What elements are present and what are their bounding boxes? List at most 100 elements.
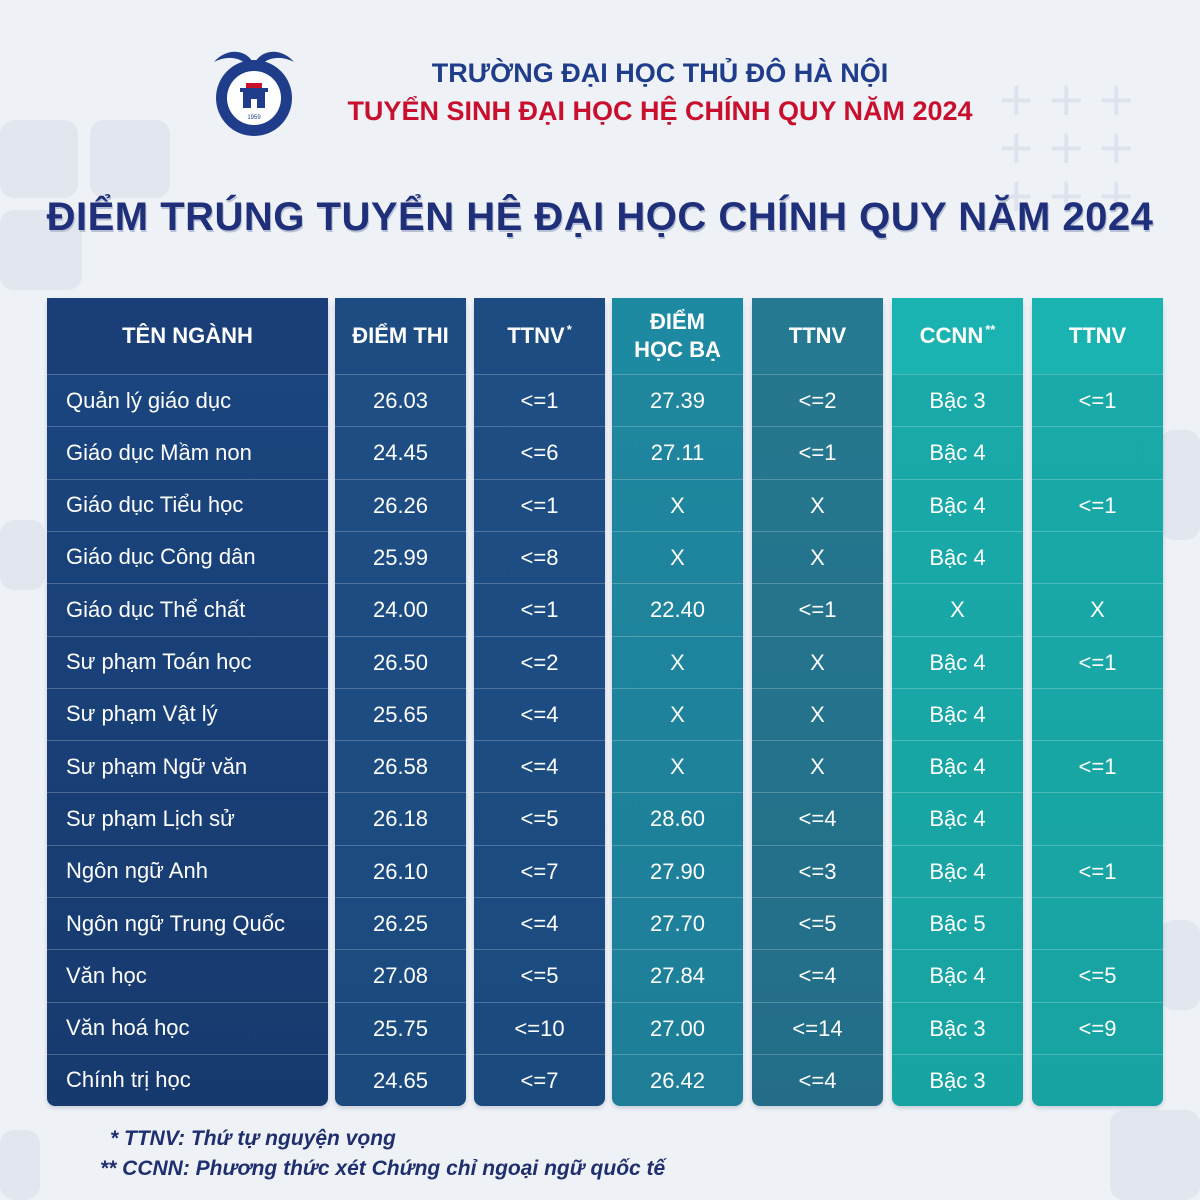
ccnn-ttnv-cell: <=5 (1032, 949, 1163, 1002)
ccnn-level-cell: Bậc 4 (892, 844, 1023, 898)
exam-ttnv-cell: <=5 (474, 949, 605, 1002)
decor-square (90, 120, 170, 198)
ccnn-ttnv-cell (1032, 897, 1163, 950)
decor-plus-icon: + (1097, 168, 1136, 222)
transcript-ttnv-cell: X (752, 740, 883, 793)
header-ttnv-label: TTNV (507, 323, 565, 348)
major-name-cell: Văn hoá học (47, 1001, 328, 1054)
transcript-score-cell: 27.00 (612, 1001, 743, 1055)
header-transcript-line1: ĐIỂM (650, 309, 705, 334)
exam-ttnv-cell: <=1 (474, 478, 605, 532)
transcript-score-cell: X (612, 635, 743, 689)
decor-square (0, 120, 78, 198)
exam-score-cell: 25.99 (335, 530, 466, 584)
column-header-exam-ttnv: TTNV * (474, 298, 605, 374)
exam-score-cell: 26.18 (335, 792, 466, 845)
exam-score-cell: 26.26 (335, 478, 466, 532)
column-exam-score: ĐIỂM THI 26.03 24.45 26.26 25.99 24.00 26.50 2… (335, 298, 466, 1106)
ccnn-ttnv-cell (1032, 426, 1163, 479)
decor-square (1110, 1110, 1200, 1200)
column-transcript-ttnv: TTNV <=2 <=1 X X <=1 X X X <=4 <=3 <=5 <=4 <=14 <=4 (752, 298, 883, 1106)
transcript-ttnv-cell: X (752, 530, 883, 584)
ccnn-ttnv-cell: <=9 (1032, 1001, 1163, 1055)
ccnn-ttnv-cell: <=1 (1032, 374, 1163, 427)
major-name-cell: Sư phạm Vật lý (47, 687, 328, 740)
ccnn-level-cell: Bậc 3 (892, 374, 1023, 427)
column-header-exam-score: ĐIỂM THI (335, 298, 466, 374)
transcript-score-cell: X (612, 530, 743, 584)
ccnn-level-cell: Bậc 3 (892, 1053, 1023, 1107)
decor-square (0, 1130, 40, 1200)
major-name-cell: Giáo dục Thể chất (47, 583, 328, 635)
transcript-ttnv-cell: <=2 (752, 374, 883, 427)
exam-score-cell: 24.45 (335, 426, 466, 479)
exam-ttnv-cell: <=1 (474, 374, 605, 427)
svg-text:1959: 1959 (247, 115, 261, 121)
exam-ttnv-cell: <=4 (474, 687, 605, 741)
ccnn-level-cell: Bậc 4 (892, 949, 1023, 1002)
decor-plus-icon: + (1047, 72, 1086, 126)
decor-square (0, 210, 82, 290)
major-name-cell: Sư phạm Ngữ văn (47, 740, 328, 792)
transcript-ttnv-cell: <=3 (752, 844, 883, 898)
ccnn-ttnv-cell: <=1 (1032, 844, 1163, 898)
footnote-ttnv: * TTNV: Thứ tự nguyện vọng (110, 1127, 396, 1150)
exam-ttnv-cell: <=6 (474, 426, 605, 479)
admission-title: TUYỂN SINH ĐẠI HỌC HỆ CHÍNH QUY NĂM 2024 (347, 96, 973, 126)
decor-square (1160, 430, 1200, 540)
header-ccnn-label: CCNN (919, 323, 984, 348)
major-name-cell: Sư phạm Toán học (47, 635, 328, 688)
exam-ttnv-cell: <=8 (474, 530, 605, 584)
transcript-score-cell: 27.70 (612, 897, 743, 950)
exam-score-cell: 26.58 (335, 740, 466, 793)
major-name-cell: Ngôn ngữ Anh (47, 844, 328, 897)
exam-ttnv-cell: <=7 (474, 1053, 605, 1107)
exam-ttnv-cell: <=4 (474, 897, 605, 950)
decor-plus-icon: + (1047, 168, 1086, 222)
major-name-cell: Giáo dục Công dân (47, 530, 328, 583)
transcript-score-cell: 27.90 (612, 844, 743, 898)
transcript-ttnv-cell: <=4 (752, 1053, 883, 1107)
exam-ttnv-cell: <=4 (474, 740, 605, 793)
exam-score-cell: 26.03 (335, 374, 466, 427)
exam-score-cell: 26.10 (335, 844, 466, 898)
exam-ttnv-cell: <=2 (474, 635, 605, 689)
ccnn-level-cell: Bậc 4 (892, 687, 1023, 741)
transcript-score-cell: 26.42 (612, 1053, 743, 1107)
column-header-name: TÊN NGÀNH (47, 298, 328, 374)
ccnn-ttnv-cell (1032, 687, 1163, 741)
column-ccnn: CCNN ** Bậc 3 Bậc 4 Bậc 4 Bậc 4 X Bậc 4 Bậc 4 Bậ… (892, 298, 1023, 1106)
exam-ttnv-cell: <=5 (474, 792, 605, 845)
exam-score-cell: 25.75 (335, 1001, 466, 1055)
exam-ttnv-cell: <=7 (474, 844, 605, 898)
transcript-ttnv-cell: <=1 (752, 583, 883, 636)
transcript-ttnv-cell: <=14 (752, 1001, 883, 1055)
transcript-score-cell: X (612, 687, 743, 741)
column-transcript-score: ĐIỂM HỌC BẠ 27.39 27.11 X X 22.40 X X X 28.60 27.… (612, 298, 743, 1106)
ccnn-level-cell: Bậc 4 (892, 635, 1023, 689)
school-logo: 1959 (206, 44, 302, 140)
transcript-score-cell: X (612, 740, 743, 793)
exam-ttnv-cell: <=1 (474, 583, 605, 636)
page-title: ĐIỂM TRÚNG TUYỂN HỆ ĐẠI HỌC CHÍNH QUY NĂ… (46, 195, 1154, 239)
transcript-ttnv-cell: <=4 (752, 792, 883, 845)
transcript-score-cell: 27.84 (612, 949, 743, 1002)
exam-ttnv-cell: <=10 (474, 1001, 605, 1055)
major-name-cell: Sư phạm Lịch sử (47, 792, 328, 844)
ccnn-level-cell: Bậc 4 (892, 792, 1023, 845)
ccnn-level-cell: Bậc 4 (892, 740, 1023, 793)
ccnn-ttnv-cell: <=1 (1032, 478, 1163, 532)
transcript-ttnv-cell: <=1 (752, 426, 883, 479)
column-ccnn-ttnv: TTNV <=1 <=1 X <=1 <=1 <=1 <=5 <=9 (1032, 298, 1163, 1106)
exam-score-cell: 25.65 (335, 687, 466, 741)
column-header-transcript-score: ĐIỂM HỌC BẠ (612, 298, 743, 374)
decor-plus-icon: + (1097, 72, 1136, 126)
decor-plus-icon: + (1097, 120, 1136, 174)
major-name-cell: Giáo dục Mầm non (47, 426, 328, 478)
major-name-cell: Chính trị học (47, 1053, 328, 1106)
transcript-score-cell: 27.39 (612, 374, 743, 427)
transcript-score-cell: X (612, 478, 743, 532)
transcript-ttnv-cell: X (752, 635, 883, 689)
decor-plus-icon: + (997, 120, 1036, 174)
ccnn-level-cell: Bậc 4 (892, 478, 1023, 532)
